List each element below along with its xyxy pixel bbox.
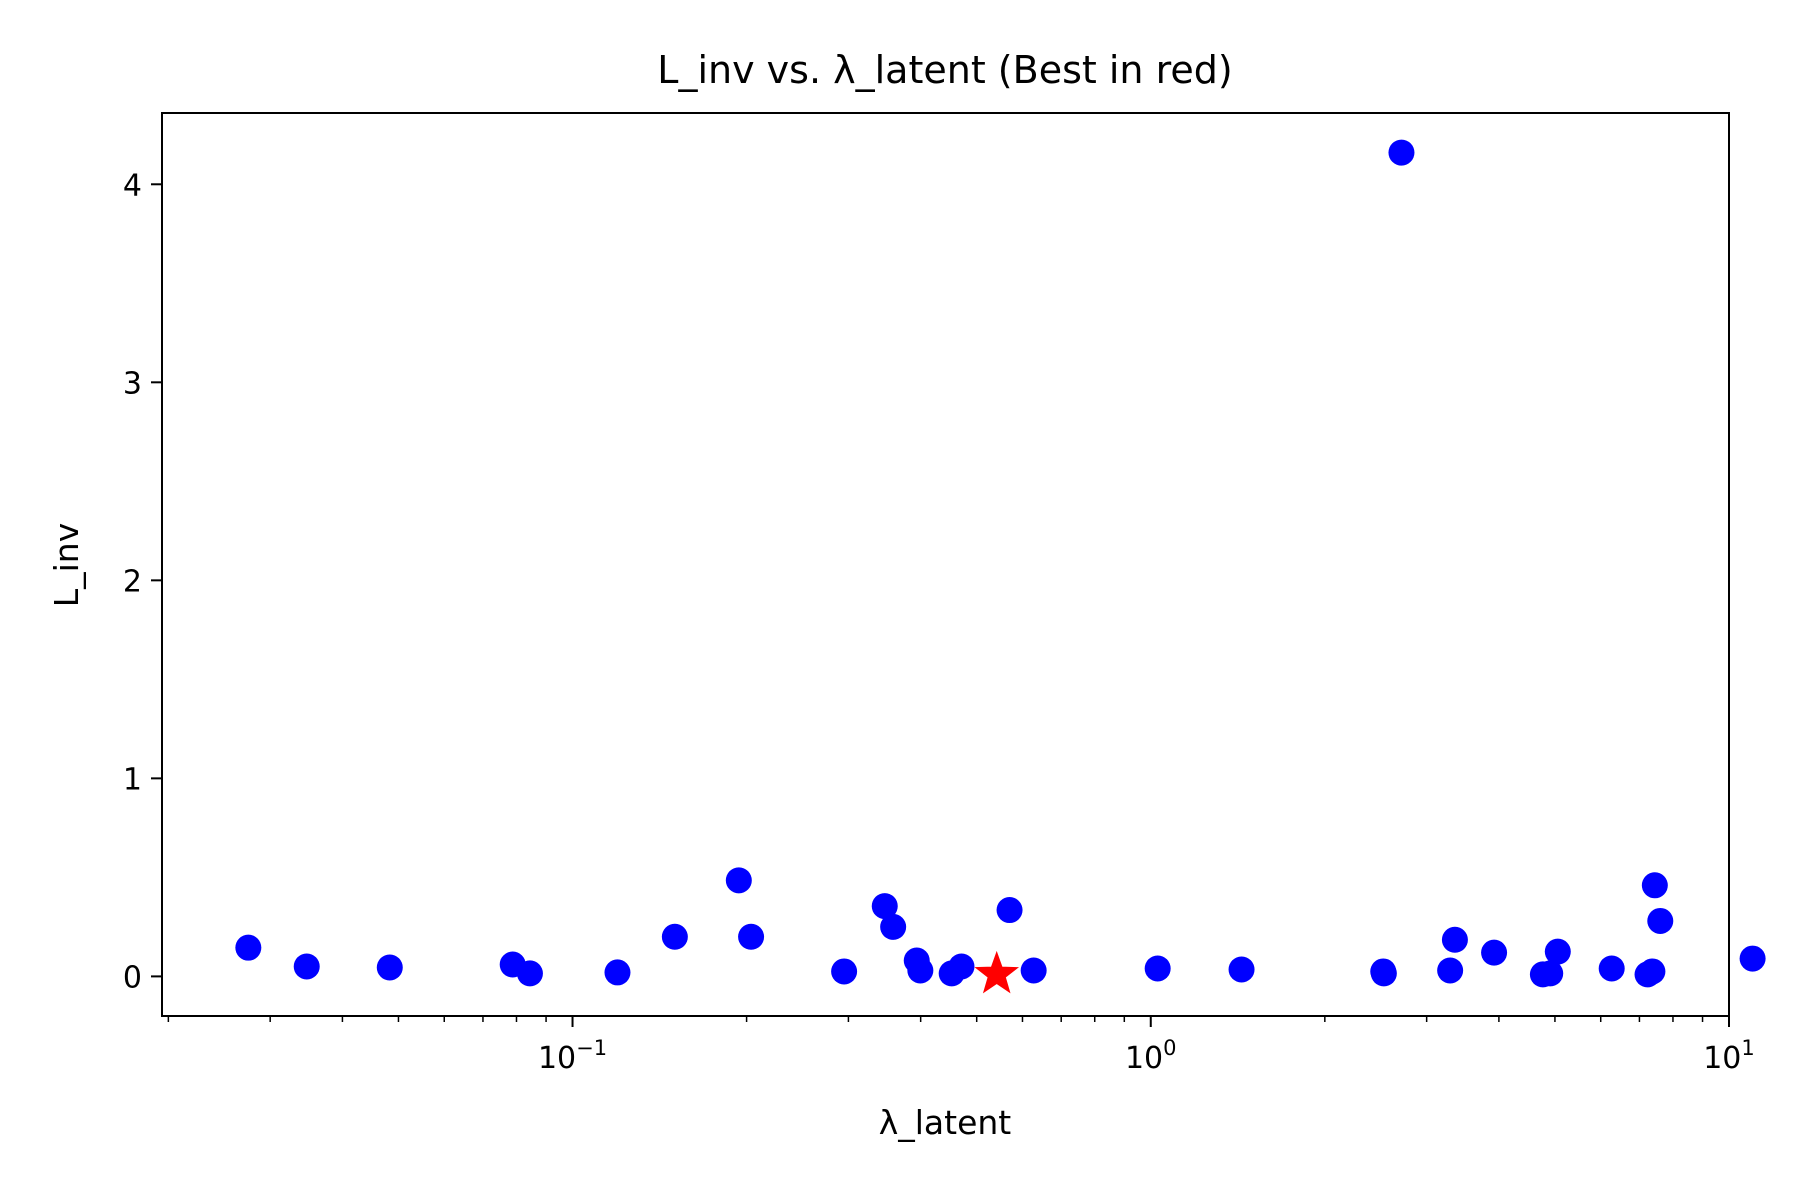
data-point [376,954,403,981]
x-tick-label-base: 10 [1125,1041,1163,1076]
data-point [1144,955,1171,982]
x-axis-label: λ_latent [879,1103,1012,1142]
data-point [831,958,858,985]
data-point [1388,139,1415,166]
data-point [880,913,907,940]
x-tick-label: 10−1 [538,1036,607,1076]
x-tick-label: 101 [1703,1036,1755,1076]
best-point-star [974,950,1020,994]
data-point [738,923,765,950]
data-point [516,960,543,987]
data-point [1641,872,1668,899]
data-point [1370,960,1397,987]
plot-area-frame [161,112,1730,1017]
y-tick-label: 3 [123,366,142,401]
x-tick-label-exponent: −1 [576,1036,607,1060]
x-tick-label: 100 [1125,1036,1177,1076]
x-tick-label-exponent: 0 [1163,1036,1176,1060]
data-point [871,893,898,920]
data-point [1020,957,1047,984]
data-point [1228,956,1255,983]
data-point [996,897,1023,924]
y-tick-label: 4 [123,168,142,203]
data-point [1441,926,1468,953]
data-point [235,934,262,961]
data-point [948,953,975,980]
x-tick-label-exponent: 1 [1741,1036,1754,1060]
x-tick-label-base: 10 [538,1041,576,1076]
data-point [725,867,752,894]
chart-title: L_inv vs. λ_latent (Best in red) [657,48,1232,92]
y-tick-label: 0 [123,960,142,995]
data-point [1481,939,1508,966]
data-point [1537,960,1564,987]
data-point [1437,957,1464,984]
data-point [293,953,320,980]
data-point [1647,907,1674,934]
data-point [1639,958,1666,985]
data-point [907,957,934,984]
y-axis-label: L_inv [47,523,86,608]
data-point [1739,945,1766,972]
y-tick-label: 2 [123,564,142,599]
y-tick-label: 1 [123,762,142,797]
data-point [604,959,631,986]
data-points [235,139,1766,994]
x-tick-label-base: 10 [1703,1041,1741,1076]
data-point [1544,938,1571,965]
data-point [1598,955,1625,982]
data-point [661,923,688,950]
